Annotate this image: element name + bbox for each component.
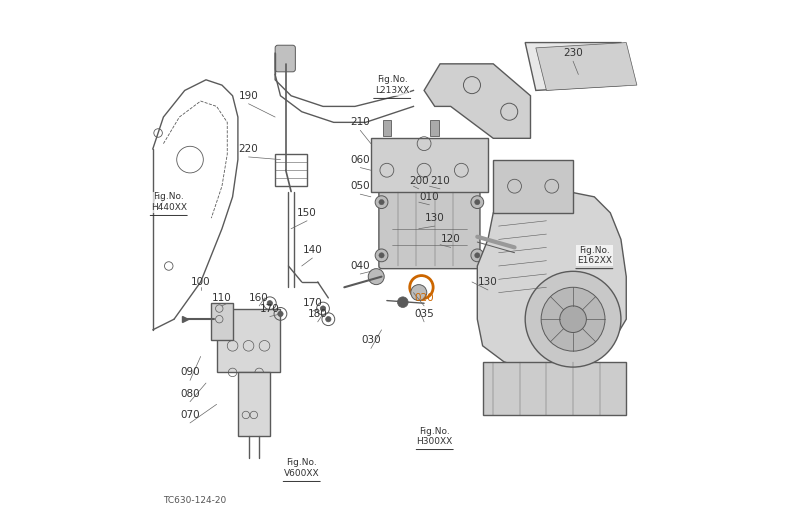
Circle shape [471,249,483,262]
Bar [483,362,626,415]
Circle shape [368,269,384,285]
Text: 230: 230 [563,48,583,58]
Circle shape [379,253,384,258]
Text: 130: 130 [425,213,444,223]
Bar [382,120,391,136]
Text: 110: 110 [212,293,232,303]
Text: 180: 180 [308,309,328,319]
FancyBboxPatch shape [275,45,296,72]
Bar [211,303,233,340]
Text: 035: 035 [414,309,434,319]
Circle shape [411,285,427,301]
Text: 130: 130 [478,277,498,287]
Circle shape [375,249,388,262]
Bar [216,309,281,372]
Text: Fig.No.
E162XX: Fig.No. E162XX [577,246,612,265]
Text: 170: 170 [303,298,322,308]
Circle shape [375,196,388,209]
Polygon shape [424,64,530,138]
Text: 020: 020 [414,293,434,303]
Circle shape [525,271,621,367]
Text: 150: 150 [297,208,317,218]
Circle shape [471,196,483,209]
Bar [371,138,488,192]
Text: TC630-124-20: TC630-124-20 [164,496,227,504]
Text: 170: 170 [260,304,280,313]
Polygon shape [525,43,626,90]
Text: 220: 220 [238,144,258,154]
Text: 160: 160 [250,293,269,303]
Circle shape [267,301,273,306]
Text: 040: 040 [351,261,370,271]
Text: 060: 060 [351,155,370,164]
Text: 030: 030 [361,336,381,345]
Bar [238,372,270,436]
Circle shape [541,287,605,351]
FancyBboxPatch shape [379,189,480,269]
Circle shape [398,297,408,307]
Text: 140: 140 [303,245,322,255]
Text: 210: 210 [430,176,450,186]
Polygon shape [536,43,637,90]
Polygon shape [477,192,626,372]
Text: Fig.No.
L213XX: Fig.No. L213XX [375,76,409,95]
Text: Fig.No.
H300XX: Fig.No. H300XX [417,427,453,446]
Text: 100: 100 [191,277,211,287]
Text: 010: 010 [420,192,439,202]
Circle shape [320,306,326,311]
Circle shape [560,306,587,332]
Text: 080: 080 [180,389,200,398]
Text: 210: 210 [351,118,370,127]
Circle shape [326,317,331,322]
Circle shape [475,200,480,205]
Circle shape [277,311,283,317]
Text: 090: 090 [180,368,200,377]
Text: 120: 120 [440,235,460,244]
Text: 190: 190 [238,91,258,101]
Text: 070: 070 [180,410,200,420]
Bar [275,154,307,186]
Circle shape [475,253,480,258]
Bar [430,120,439,136]
Text: Fig.No.
V600XX: Fig.No. V600XX [284,459,320,478]
Text: 050: 050 [351,181,370,191]
Text: Fig.No.
H440XX: Fig.No. H440XX [151,193,187,212]
Text: 200: 200 [409,176,429,186]
Bar [493,160,573,213]
Circle shape [379,200,384,205]
